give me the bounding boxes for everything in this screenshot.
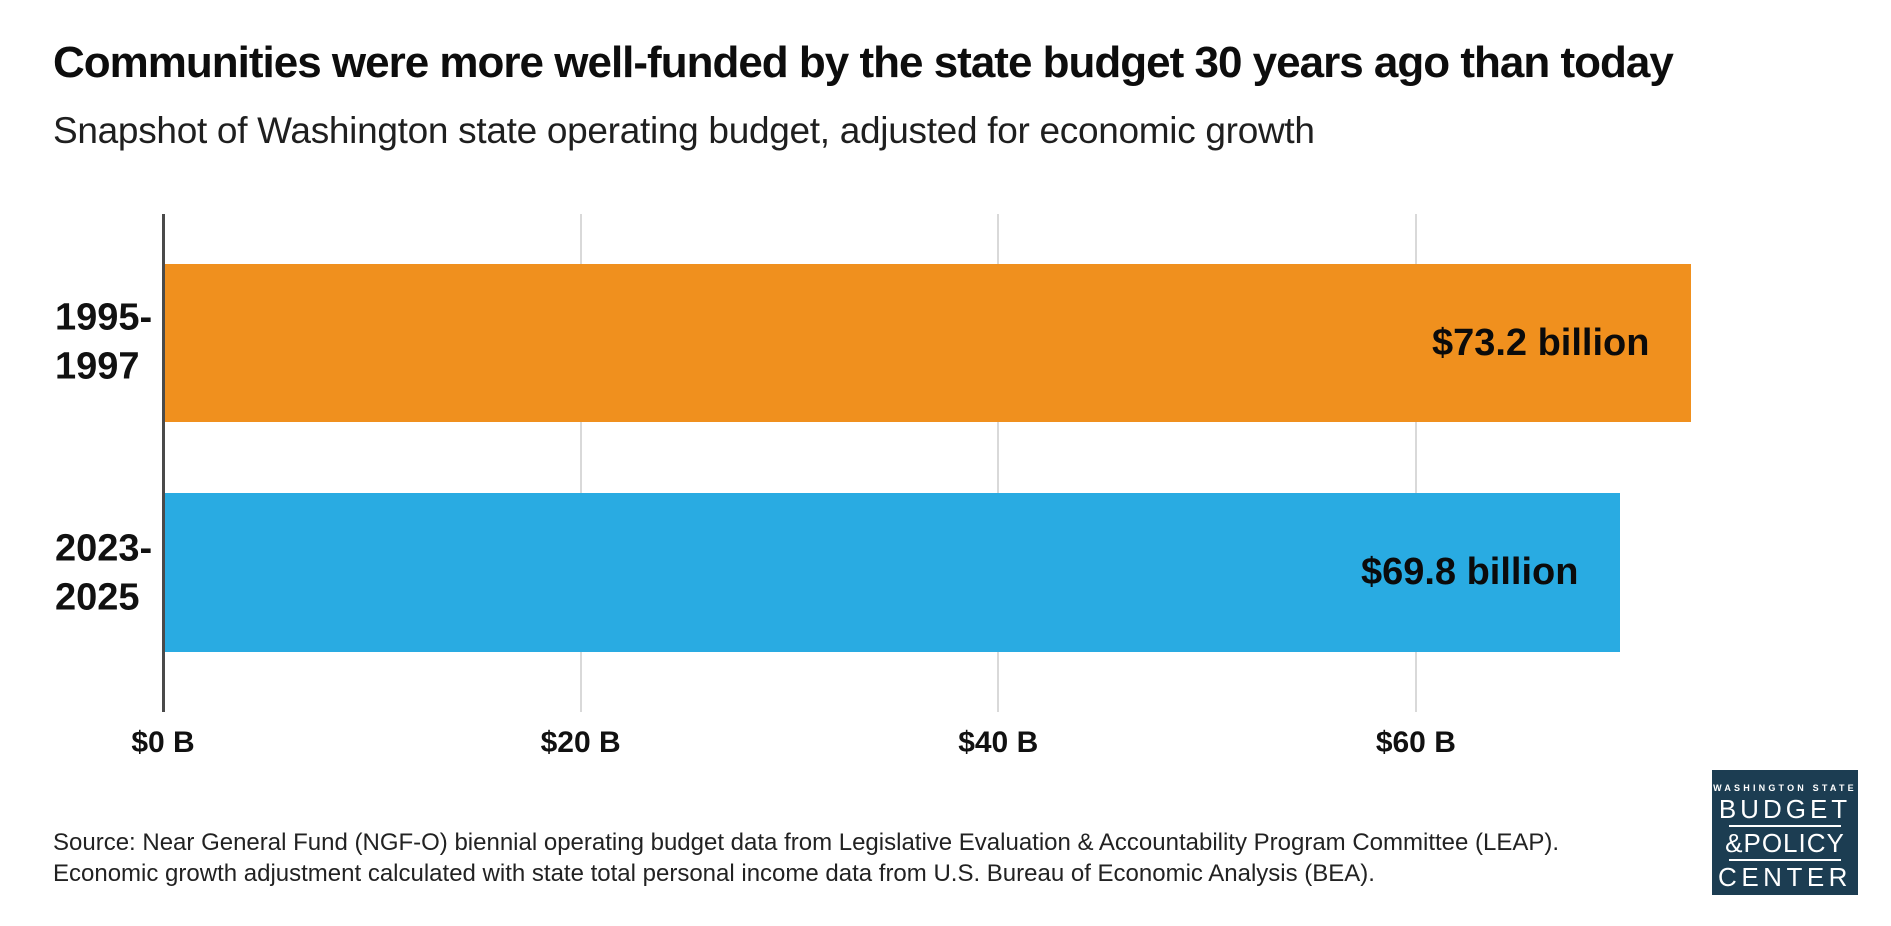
budget-policy-center-logo: WASHINGTON STATE BUDGET &POLICY CENTER — [1712, 770, 1858, 895]
x-tick-label-20b: $20 B — [540, 726, 621, 759]
chart-subtitle: Snapshot of Washington state operating b… — [53, 110, 1315, 151]
plot-area: $73.2 billion $69.8 billion — [162, 214, 1775, 712]
gridline-60b — [1414, 214, 1417, 712]
source-note-line-2: Economic growth adjustment calculated wi… — [53, 860, 1375, 887]
x-tick-label-0b: $0 B — [131, 726, 195, 759]
source-note: Source: Near General Fund (NGF-O) bienni… — [53, 827, 1559, 889]
category-label-2023-2025: 2023- 2025 — [55, 527, 153, 619]
chart-title: Communities were more well-funded by the… — [53, 38, 1674, 87]
logo-policy-text: &POLICY — [1725, 828, 1845, 859]
gridline-20b — [579, 214, 582, 712]
bar-2023-2025: $69.8 billion — [163, 493, 1621, 652]
logo-divider-rule — [1729, 825, 1841, 828]
logo-center-text: CENTER — [1718, 862, 1852, 893]
x-tick-label-40b: $40 B — [958, 726, 1039, 759]
gridline-40b — [997, 214, 1000, 712]
bar-1995-1997: $73.2 billion — [163, 264, 1692, 422]
source-note-line-1: Source: Near General Fund (NGF-O) bienni… — [53, 829, 1560, 856]
x-tick-label-60b: $60 B — [1375, 726, 1456, 759]
bar-value-label-2023-2025: $69.8 billion — [1360, 551, 1579, 593]
logo-eyebrow-text: WASHINGTON STATE — [1713, 783, 1857, 793]
y-axis-line — [162, 214, 165, 712]
logo-budget-text: BUDGET — [1718, 794, 1852, 824]
bar-value-label-1995-1997: $73.2 billion — [1431, 321, 1650, 364]
x-axis-tick-row: $0 B $20 B $40 B $60 B — [131, 726, 1775, 762]
logo-divider-rule — [1729, 859, 1841, 862]
category-label-1995-1997: 1995- 1997 — [55, 296, 153, 388]
